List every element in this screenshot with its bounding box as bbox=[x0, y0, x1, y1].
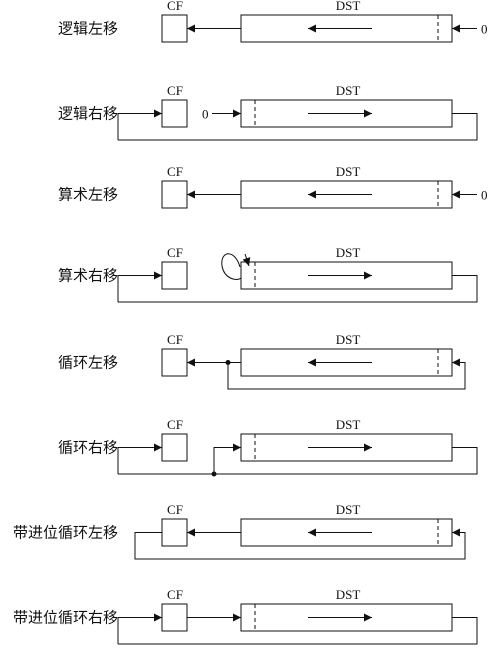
lsb-to-cf-arrow bbox=[117, 271, 162, 302]
cf-register-box bbox=[161, 348, 188, 377]
operation-label-ror: 循环右移 bbox=[58, 439, 118, 457]
operation-sal: 算术左移 CF DST 0 bbox=[58, 164, 488, 209]
rotate-feedback-arrow bbox=[227, 358, 466, 390]
sign-bit-arrow bbox=[242, 253, 251, 267]
sign-bit-loop bbox=[221, 253, 242, 280]
dst-label: DST bbox=[336, 502, 361, 517]
lsb-feed-line bbox=[118, 275, 478, 303]
dst-label: DST bbox=[336, 245, 361, 260]
lsb-to-cf-arrow bbox=[117, 613, 162, 644]
operation-ror: 循环右移 CF DST bbox=[58, 417, 478, 477]
cf-register-box bbox=[161, 261, 188, 290]
zero-fill-label: 0 bbox=[202, 107, 209, 122]
lsb-to-cf-arrow bbox=[117, 109, 162, 140]
cf-label: CF bbox=[167, 502, 183, 517]
lsb-to-cf-arrow bbox=[117, 443, 162, 474]
cf-label: CF bbox=[167, 245, 183, 260]
operation-rol: 循环左移 CF DST bbox=[58, 332, 466, 390]
cf-register-box bbox=[161, 99, 188, 128]
carry-rotate-arrow bbox=[134, 528, 466, 560]
lsb-feed-line bbox=[118, 447, 478, 475]
operation-shr: 逻辑右移 CF DST 0 bbox=[58, 83, 478, 141]
operation-rcl: 带进位循环左移 CF DST bbox=[13, 502, 466, 560]
cf-label: CF bbox=[167, 83, 183, 98]
operation-label-rcr: 带进位循环右移 bbox=[13, 609, 118, 627]
cf-register-box bbox=[161, 518, 188, 547]
cf-label: CF bbox=[167, 164, 183, 179]
cf-register-box bbox=[161, 433, 188, 462]
dst-label: DST bbox=[336, 417, 361, 432]
lsb-feed-line bbox=[118, 617, 478, 645]
cf-register-box bbox=[161, 180, 188, 209]
operation-label-sal: 算术左移 bbox=[58, 186, 118, 204]
zero-fill-label: 0 bbox=[481, 188, 488, 203]
cf-label: CF bbox=[167, 587, 183, 602]
dst-label: DST bbox=[336, 332, 361, 347]
operation-label-shr: 逻辑右移 bbox=[58, 105, 118, 123]
dst-label: DST bbox=[336, 0, 361, 13]
cf-label: CF bbox=[167, 417, 183, 432]
dst-label: DST bbox=[336, 83, 361, 98]
dst-label: DST bbox=[336, 587, 361, 602]
cf-register-box bbox=[161, 603, 188, 632]
operation-label-shl: 逻辑左移 bbox=[58, 20, 118, 38]
cf-label: CF bbox=[167, 332, 183, 347]
cf-label: CF bbox=[167, 0, 183, 13]
operation-sar: 算术右移 CF DST bbox=[58, 245, 478, 303]
dst-label: DST bbox=[336, 164, 361, 179]
operation-label-sar: 算术右移 bbox=[58, 267, 118, 285]
operation-rcr: 带进位循环右移 CF DST bbox=[13, 587, 478, 645]
lsb-feed-line bbox=[118, 113, 478, 141]
operation-label-rol: 循环左移 bbox=[58, 354, 118, 372]
operation-label-rcl: 带进位循环左移 bbox=[13, 524, 118, 542]
cf-register-box bbox=[161, 14, 188, 43]
zero-fill-label: 0 bbox=[481, 22, 488, 37]
rotate-feedback-arrow bbox=[213, 443, 241, 474]
operation-shl: 逻辑左移 CF DST 0 bbox=[58, 0, 488, 43]
